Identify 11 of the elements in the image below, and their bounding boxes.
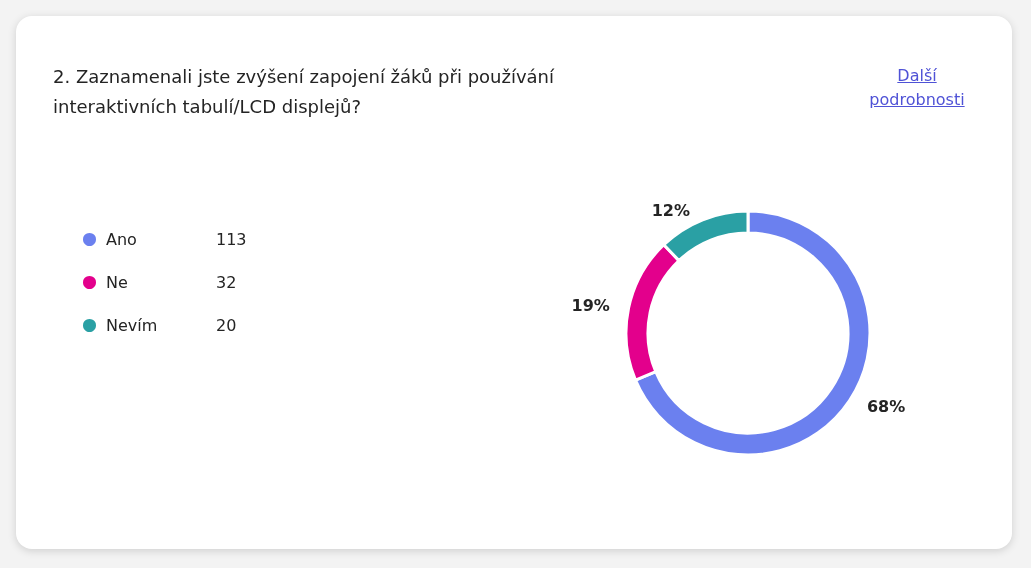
text: 32 — [216, 273, 237, 292]
data-label: 12% — [651, 200, 690, 220]
data-label: 19% — [571, 296, 610, 316]
text: 113 — [216, 230, 247, 249]
chart-title: 2. Zaznamenali jste zvýšení zapojení žáků při používání interaktivních tabulí/LCD displejů? — [53, 65, 560, 117]
data-label: 68% — [866, 396, 906, 416]
legend-label: Ano — [106, 230, 137, 249]
legend-label: Ne — [106, 273, 128, 292]
legend-label: Nevím — [106, 316, 158, 335]
text: Další podrobnosti — [868, 65, 966, 111]
text: 20 — [216, 316, 237, 335]
